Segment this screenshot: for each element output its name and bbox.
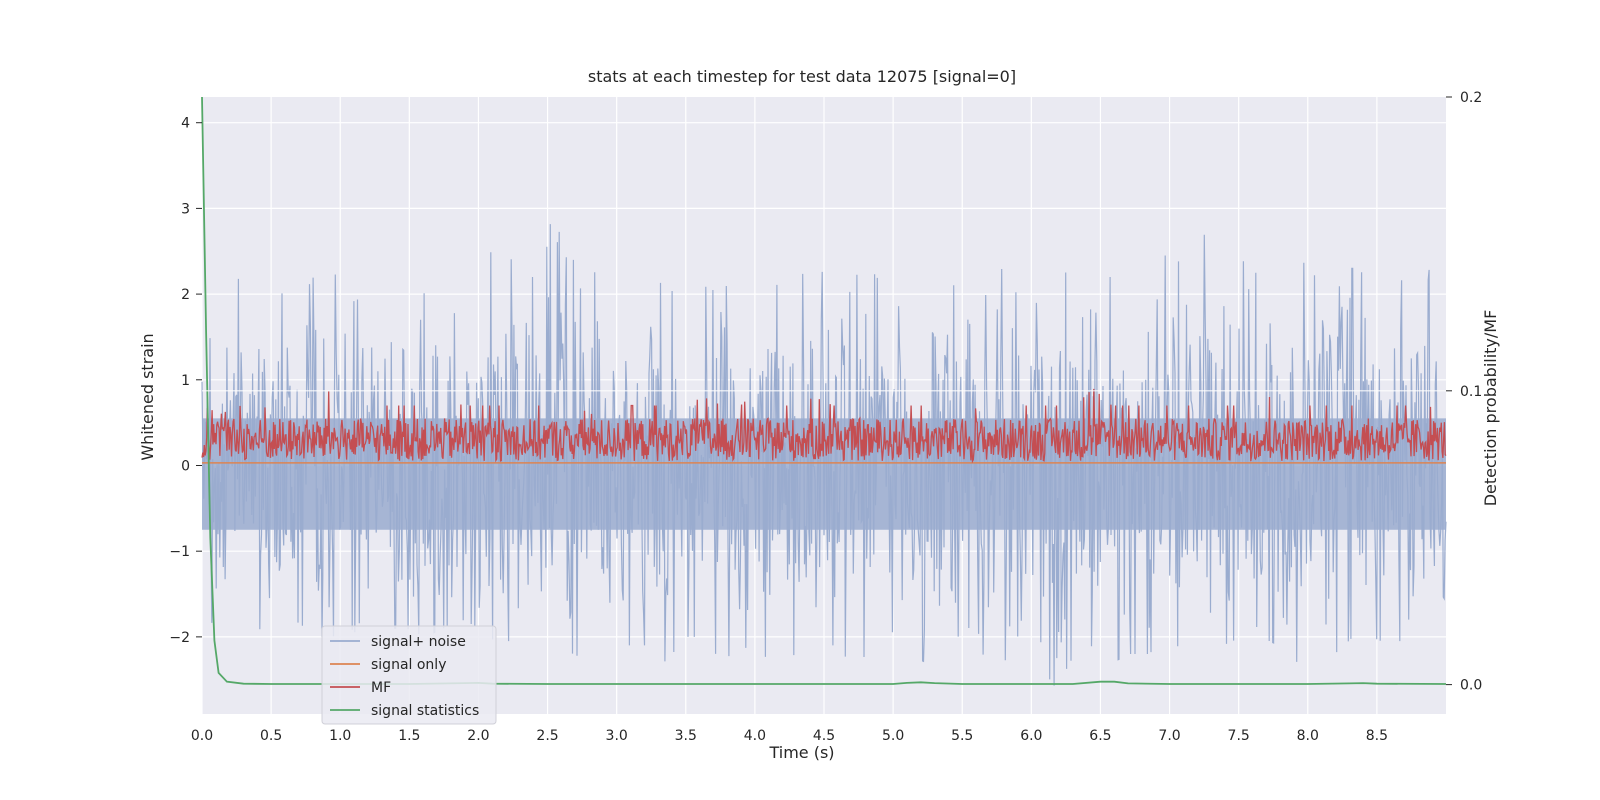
y-tick-label: 0 [181, 458, 190, 474]
legend-label: MF [371, 680, 391, 696]
x-axis-ticks: 0.0 0.5 1.0 1.5 2.0 2.5 3.0 3.5 4.0 4.5 5.0 5.5 6.0 6… [191, 728, 1388, 744]
x-tick-label: 3.5 [675, 728, 697, 744]
series-line-signal-statistics [201, 96, 1447, 685]
x-tick-label: 4.0 [744, 728, 766, 744]
y-tick-label: 1 [181, 373, 190, 389]
x-tick-label: 5.5 [951, 728, 973, 744]
legend-label: signal+ noise [371, 634, 466, 650]
y2-tick-label: 0.1 [1460, 384, 1482, 400]
x-tick-label: 1.0 [329, 728, 351, 744]
x-tick-label: 4.5 [813, 728, 835, 744]
y2-tick-label: 0.2 [1460, 90, 1482, 106]
y2-axis-ticks: 0.2 0.1 0.0 [1446, 90, 1482, 694]
y2-tick-label: 0.0 [1460, 678, 1482, 694]
legend-label: signal statistics [371, 703, 479, 719]
x-tick-label: 8.5 [1366, 728, 1388, 744]
y-tick-label: −1 [169, 544, 190, 560]
x-tick-label: 5.0 [882, 728, 904, 744]
series-layer [201, 96, 1447, 686]
y-tick-label: 2 [181, 287, 190, 303]
x-tick-label: 1.5 [398, 728, 420, 744]
y-tick-label: 3 [181, 201, 190, 217]
y-tick-label: −2 [169, 630, 190, 646]
x-tick-label: 2.0 [467, 728, 489, 744]
x-tick-label: 8.0 [1297, 728, 1319, 744]
y-tick-label: 4 [181, 116, 190, 132]
x-tick-label: 2.5 [536, 728, 558, 744]
legend: signal+ noise signal only MF signal statist… [321, 625, 497, 725]
x-axis-label: Time (s) [768, 743, 834, 762]
chart-title: stats at each timestep for test data 120… [588, 67, 1016, 86]
x-tick-label: 0.0 [191, 728, 213, 744]
y2-axis-label: Detection probability/MF [1481, 310, 1500, 507]
x-tick-label: 3.0 [606, 728, 628, 744]
series-line-mf [201, 388, 1447, 464]
legend-label: signal only [371, 657, 446, 673]
y-axis-ticks: 4 3 2 1 0 −1 −2 [169, 116, 202, 646]
x-tick-label: 0.5 [260, 728, 282, 744]
x-tick-label: 6.5 [1089, 728, 1111, 744]
legend-box [321, 625, 497, 725]
y-axis-label: Whitened strain [138, 333, 157, 460]
x-tick-label: 7.0 [1158, 728, 1180, 744]
x-tick-label: 7.5 [1228, 728, 1250, 744]
x-tick-label: 6.0 [1020, 728, 1042, 744]
